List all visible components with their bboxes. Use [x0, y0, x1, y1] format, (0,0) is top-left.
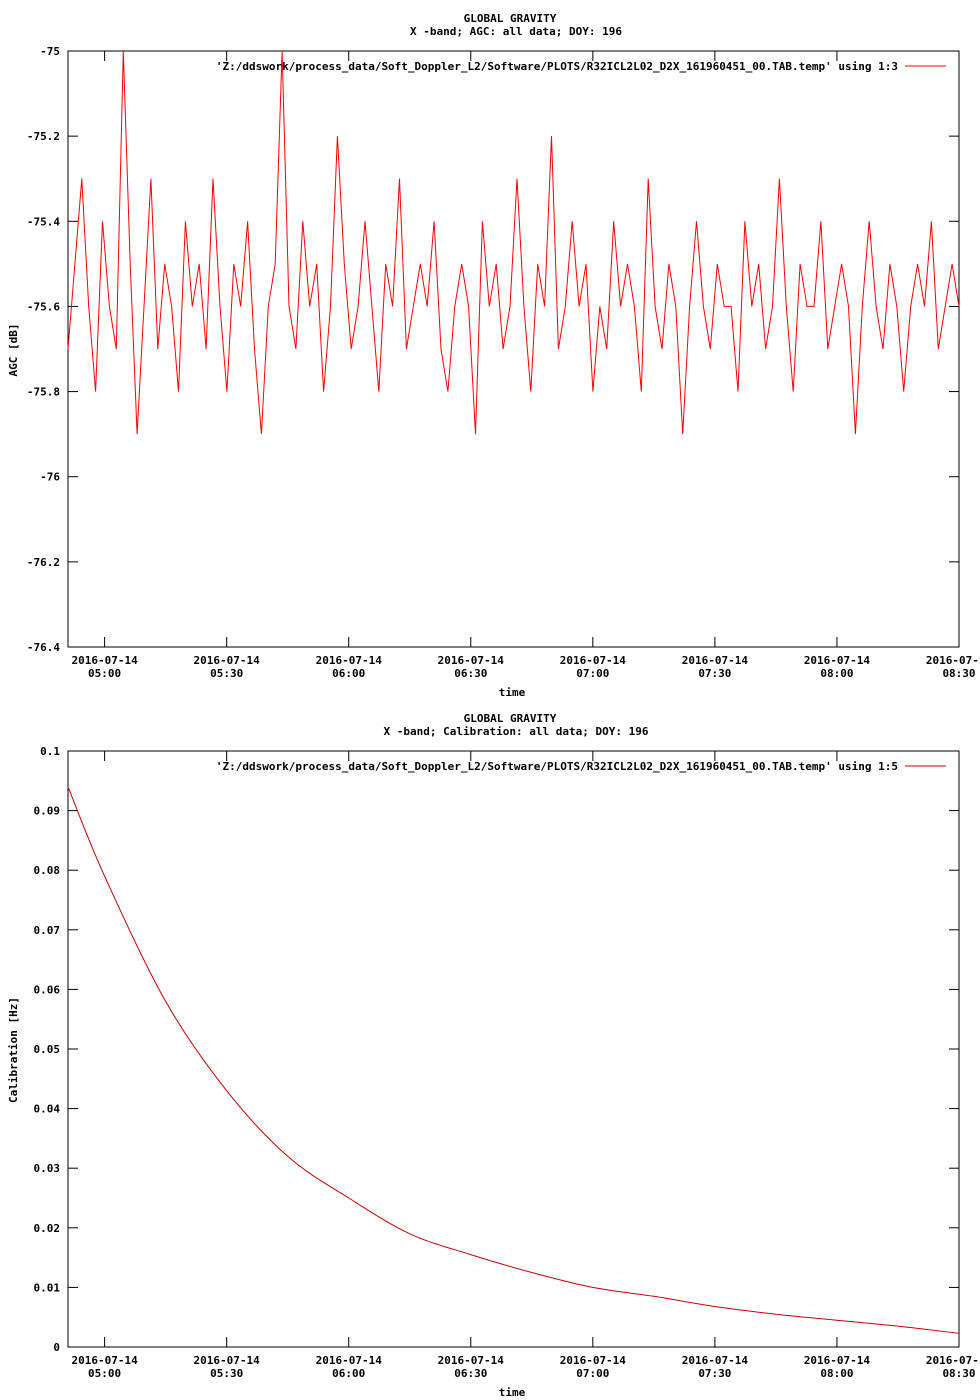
y-tick-label: -76 — [40, 471, 60, 484]
x-tick-date: 2016-07-14 — [316, 1354, 383, 1367]
y-tick-label: -75.8 — [27, 386, 60, 399]
x-tick-time: 05:30 — [210, 1367, 243, 1380]
x-tick-date: 2016-07-14 — [804, 654, 871, 667]
y-tick-label: 0 — [53, 1341, 60, 1354]
y-tick-label: 0.05 — [34, 1043, 61, 1056]
x-tick-date: 2016-07-14 — [804, 1354, 871, 1367]
series-line — [67, 50, 960, 435]
y-tick-label: 0.09 — [34, 805, 61, 818]
x-tick-time: 07:00 — [576, 667, 609, 680]
chart1-xlabel: time — [499, 686, 526, 699]
x-tick-date: 2016-07-14 — [560, 654, 627, 667]
series-line — [67, 786, 960, 1334]
chart2-ylabel: Calibration [Hz] — [7, 997, 20, 1103]
agc-chart: GLOBAL GRAVITY X -band; AGC: all data; D… — [7, 12, 980, 699]
y-tick-label: 0.04 — [34, 1103, 61, 1116]
x-tick-date: 2016-07-14 — [682, 654, 749, 667]
y-tick-label: 0.08 — [34, 864, 61, 877]
y-tick-label: -75.2 — [27, 130, 60, 143]
x-tick-date: 2016-07-14 — [194, 1354, 261, 1367]
chart1-legend-label: 'Z:/ddswork/process_data/Soft_Doppler_L2… — [216, 60, 898, 73]
x-tick-date: 2016-07-14 — [316, 654, 383, 667]
y-tick-label: -75 — [40, 45, 60, 58]
x-tick-date: 2016-07-14 — [682, 1354, 749, 1367]
x-tick-date: 2016-07-14 — [438, 654, 505, 667]
x-tick-time: 07:30 — [698, 667, 731, 680]
calibration-chart: GLOBAL GRAVITY X -band; Calibration: all… — [7, 712, 980, 1399]
x-tick-time: 06:30 — [454, 1367, 487, 1380]
x-tick-date: 2016-07-14 — [194, 654, 261, 667]
chart2-subtitle: X -band; Calibration: all data; DOY: 196 — [384, 725, 649, 738]
x-tick-date: 2016-07-14 — [71, 654, 138, 667]
y-tick-label: 0.03 — [34, 1162, 61, 1175]
y-tick-label: -75.4 — [27, 215, 60, 228]
x-tick-time: 05:00 — [88, 1367, 121, 1380]
x-tick-date: 2016-07-14 — [926, 1354, 980, 1367]
y-tick-label: -76.4 — [27, 641, 60, 654]
y-tick-label: -75.6 — [27, 300, 60, 313]
x-tick-time: 07:00 — [576, 1367, 609, 1380]
x-tick-date: 2016-07-14 — [438, 1354, 505, 1367]
chart1-plot-border — [67, 50, 960, 648]
chart1-ylabel: AGC [dB] — [7, 324, 20, 377]
chart2-plot-border — [67, 750, 960, 1348]
y-tick-label: 0.02 — [34, 1222, 61, 1235]
y-tick-label: -76.2 — [27, 556, 60, 569]
x-tick-date: 2016-07-14 — [71, 1354, 138, 1367]
x-tick-time: 08:00 — [820, 1367, 853, 1380]
x-tick-time: 06:00 — [332, 1367, 365, 1380]
y-tick-label: 0.06 — [34, 983, 61, 996]
y-tick-label: 0.01 — [34, 1281, 61, 1294]
x-tick-date: 2016-07-14 — [560, 1354, 627, 1367]
x-tick-time: 08:00 — [820, 667, 853, 680]
chart2-legend-label: 'Z:/ddswork/process_data/Soft_Doppler_L2… — [216, 760, 898, 773]
x-tick-time: 08:30 — [942, 667, 975, 680]
x-tick-time: 05:00 — [88, 667, 121, 680]
y-tick-label: 0.07 — [34, 924, 61, 937]
x-tick-time: 05:30 — [210, 667, 243, 680]
x-tick-date: 2016-07-14 — [926, 654, 980, 667]
x-tick-time: 08:30 — [942, 1367, 975, 1380]
chart2-title: GLOBAL GRAVITY — [464, 712, 557, 725]
x-tick-time: 06:00 — [332, 667, 365, 680]
chart1-subtitle: X -band; AGC: all data; DOY: 196 — [410, 25, 622, 38]
chart1-title: GLOBAL GRAVITY — [464, 12, 557, 25]
x-tick-time: 07:30 — [698, 1367, 731, 1380]
y-tick-label: 0.1 — [40, 745, 60, 758]
x-tick-time: 06:30 — [454, 667, 487, 680]
chart2-xlabel: time — [499, 1386, 526, 1399]
